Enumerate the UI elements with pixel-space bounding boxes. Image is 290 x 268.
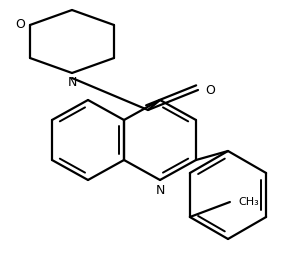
Text: O: O	[205, 84, 215, 96]
Text: O: O	[15, 18, 25, 32]
Text: N: N	[67, 76, 77, 90]
Text: CH₃: CH₃	[238, 197, 259, 207]
Text: N: N	[155, 184, 165, 198]
